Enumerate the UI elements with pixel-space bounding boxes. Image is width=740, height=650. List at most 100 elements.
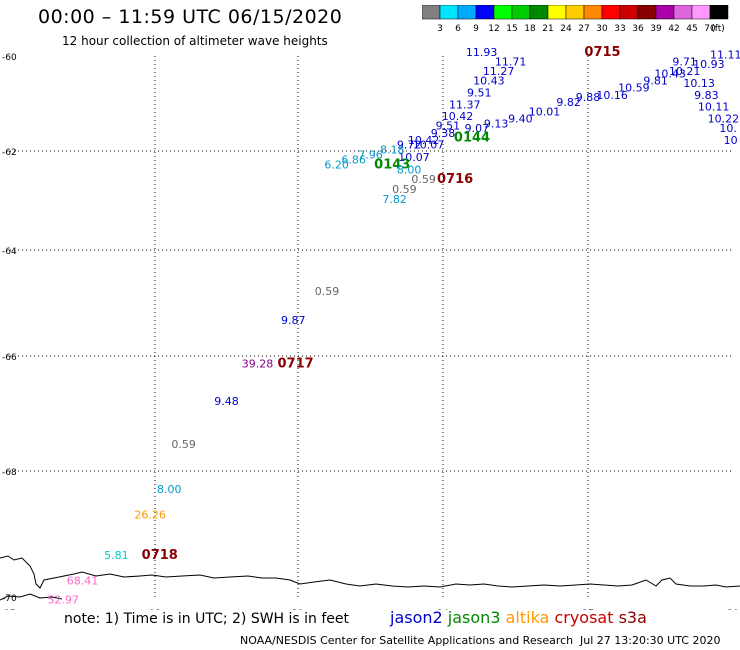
- pass-time-label: 0718: [142, 548, 178, 563]
- wave-height-value: 10.43: [654, 67, 686, 80]
- wave-height-value: 10.59: [618, 82, 650, 95]
- lat-tick-label: -66: [2, 353, 17, 363]
- legend-cryosat: cryosat: [554, 608, 614, 627]
- wave-height-value: 7.82: [382, 193, 407, 206]
- wave-height-value: 8.00: [397, 163, 422, 176]
- wave-height-value: 26.26: [134, 508, 166, 521]
- wave-height-value: 11.71: [495, 56, 527, 69]
- lat-tick-label: -60: [2, 53, 17, 63]
- lon-tick-label: 15: [4, 609, 15, 610]
- color-scale-tick: 6: [455, 24, 461, 34]
- lat-tick-label: -62: [2, 148, 17, 158]
- pass-time-label: 0716: [437, 172, 473, 187]
- antarctic-coastline: [0, 555, 740, 589]
- lon-tick-label: 21: [292, 609, 303, 610]
- wave-height-value: 9.48: [214, 395, 239, 408]
- lat-tick-label: -70: [2, 594, 17, 604]
- color-swatch: [709, 5, 729, 20]
- lat-tick-label: -64: [2, 247, 17, 257]
- observation-labels: 11.93 071511.7111.2710.439.5111.3710.429.…: [47, 45, 740, 606]
- wave-height-value: 0.59: [171, 438, 196, 451]
- wave-height-value: 9.40: [508, 113, 533, 126]
- lon-tick-label: 24: [437, 609, 449, 610]
- lon-tick-label: 27: [582, 609, 593, 610]
- wave-height-value: 9.82: [556, 96, 581, 109]
- color-scale-tick: 70: [704, 24, 716, 34]
- wave-height-value: 11.37: [449, 98, 481, 111]
- color-scale-tick: 12: [488, 24, 499, 34]
- wave-height-value: 39.28: [242, 358, 274, 371]
- generated-timestamp: Jul 27 13:20:30 UTC 2020: [580, 634, 721, 647]
- wave-height-value: 0.59: [411, 173, 436, 186]
- wave-height-value: 9.38: [431, 127, 456, 140]
- wave-height-value: 10.21: [669, 65, 701, 78]
- color-scale-tick: 3: [437, 24, 443, 34]
- wave-height-map: 11.93 071511.7111.2710.439.5111.3710.429.…: [0, 45, 740, 610]
- wave-height-value: 9.13: [484, 117, 509, 130]
- wave-height-value: 9.83: [694, 89, 719, 102]
- wave-height-value: 10.22: [708, 113, 740, 126]
- wave-height-value: 6.20: [324, 158, 349, 171]
- satellite-legend: jason2 jason3 altika cryosat s3a: [390, 608, 647, 627]
- wave-height-value: 9.71: [672, 56, 697, 69]
- color-scale-tick: 30: [596, 24, 608, 34]
- axis-tick-labels: 15 18 21 24 27 30 -60 -62 -64 -66 -68 -70: [2, 53, 739, 610]
- color-scale-tick: 42: [668, 24, 679, 34]
- wave-height-value: 9.51: [436, 120, 461, 133]
- wave-height-value: 11.27: [483, 65, 515, 78]
- wave-height-value: 10.16: [596, 89, 628, 102]
- wave-height-value: 9.07: [465, 122, 490, 135]
- wave-height-value: 0.59: [392, 183, 417, 196]
- map-title: 00:00 – 11:59 UTC 06/15/2020: [38, 6, 343, 28]
- wave-height-value: 9.81: [643, 75, 668, 88]
- wave-height-value: 10.42: [408, 134, 440, 147]
- color-scale-tick: 18: [524, 24, 536, 34]
- wave-height-value: 7.96: [358, 148, 383, 161]
- wave-height-value: 10.13: [683, 77, 715, 90]
- wave-height-value: 10.07: [413, 139, 445, 152]
- color-scale-legend: 3 6 9 12 15 18 21 24 27 30 33 36 39 42 45 70(ft): [422, 5, 729, 34]
- wave-height-value: 10.: [719, 122, 737, 135]
- color-scale-unit: (ft): [711, 24, 725, 34]
- wave-height-value: 9.87: [281, 314, 306, 327]
- legend-jason3: jason3: [447, 608, 501, 627]
- color-scale-tick: 36: [632, 24, 644, 34]
- ice-shelf-edge: [0, 593, 63, 601]
- color-scale-tick: 39: [650, 24, 662, 34]
- wave-height-value: 5.81: [104, 549, 129, 562]
- pass-time-label: 0143: [374, 157, 410, 172]
- wave-height-value: 10.01: [529, 105, 561, 118]
- wave-height-value: 10.93: [693, 58, 725, 71]
- lat-tick-label: -68: [2, 468, 17, 478]
- wave-height-value: 68.41: [67, 574, 99, 587]
- map-subtitle: 12 hour collection of altimeter wave hei…: [62, 34, 328, 48]
- wave-height-value: 9.51: [467, 86, 492, 99]
- credit-text: NOAA/NESDIS Center for Satellite Applica…: [240, 634, 574, 647]
- lat-lon-grid: [10, 56, 733, 597]
- color-scale-tick: 9: [473, 24, 479, 34]
- note-text: note: 1) Time is in UTC; 2) SWH is in fe…: [64, 611, 350, 627]
- color-scale-tick: 27: [578, 24, 589, 34]
- wave-height-value: 10.07: [398, 151, 430, 164]
- legend-s3a: s3a: [618, 608, 647, 627]
- wave-height-value: 8.00: [157, 483, 182, 496]
- wave-height-value: 10.43: [473, 75, 505, 88]
- legend-jason2: jason2: [390, 608, 443, 627]
- wave-height-value: 10.42: [442, 110, 474, 123]
- color-scale-tick: 15: [506, 24, 517, 34]
- pass-time-label: 0144: [454, 131, 490, 146]
- wave-height-value: 9.88: [576, 91, 601, 104]
- lon-tick-label: 30: [727, 609, 739, 610]
- wave-height-value: 11.93: [466, 46, 498, 59]
- wave-height-value: 6.86: [341, 153, 366, 166]
- color-scale-tick: 24: [560, 24, 572, 34]
- wave-height-value: 11.11: [710, 48, 740, 61]
- lon-tick-label: 18: [149, 609, 161, 610]
- color-scale-tick: 45: [686, 24, 697, 34]
- color-scale-tick: 21: [542, 24, 553, 34]
- pass-time-label: 0715: [584, 45, 620, 60]
- color-scale-tick: 33: [614, 24, 625, 34]
- wave-height-value: 9.72: [397, 139, 422, 152]
- wave-height-value: 52.97: [47, 593, 79, 606]
- wave-height-value: 10.11: [698, 101, 730, 114]
